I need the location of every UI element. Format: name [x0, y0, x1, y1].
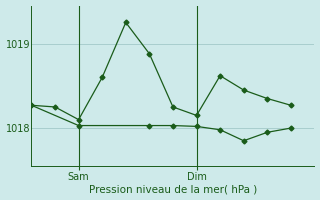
X-axis label: Pression niveau de la mer( hPa ): Pression niveau de la mer( hPa ) — [89, 184, 257, 194]
